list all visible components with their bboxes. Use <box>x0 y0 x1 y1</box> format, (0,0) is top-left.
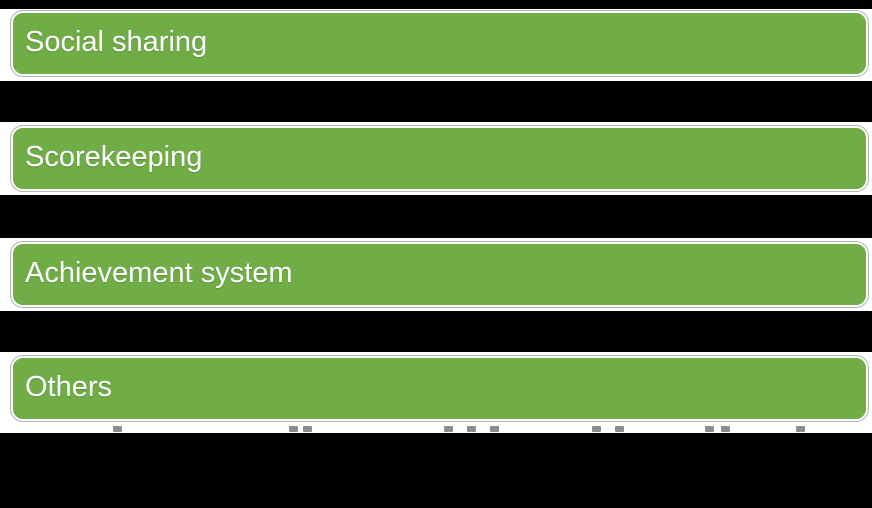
list-item-bar-others: Others <box>11 356 868 421</box>
redaction-strip-gap-3 <box>0 311 872 352</box>
cropped-text-row <box>0 424 872 433</box>
list-item-bar-achievement-system: Achievement system <box>11 242 868 307</box>
list-item-label: Social sharing <box>25 26 208 58</box>
cropped-text-fragment <box>303 426 312 432</box>
list-item-bar-social-sharing: Social sharing <box>11 11 868 76</box>
cropped-text-fragment <box>490 426 499 432</box>
redaction-strip-top <box>0 0 872 9</box>
cropped-text-fragment <box>592 426 601 432</box>
list-item-label: Achievement system <box>25 257 293 289</box>
redaction-strip-gap-2 <box>0 195 872 238</box>
cropped-text-fragment <box>467 426 476 432</box>
cropped-text-fragment <box>444 426 453 432</box>
cropped-text-fragment <box>721 426 730 432</box>
redaction-strip-bottom <box>0 433 872 508</box>
list-item-bar-scorekeeping: Scorekeeping <box>11 126 868 191</box>
cropped-text-fragment <box>289 426 298 432</box>
cropped-text-fragment <box>705 426 714 432</box>
cropped-text-fragment <box>615 426 624 432</box>
cropped-text-fragment <box>796 426 805 432</box>
list-item-label: Others <box>25 371 113 403</box>
redaction-strip-gap-1 <box>0 81 872 122</box>
cropped-text-fragment <box>113 426 122 432</box>
list-item-label: Scorekeeping <box>25 141 203 173</box>
